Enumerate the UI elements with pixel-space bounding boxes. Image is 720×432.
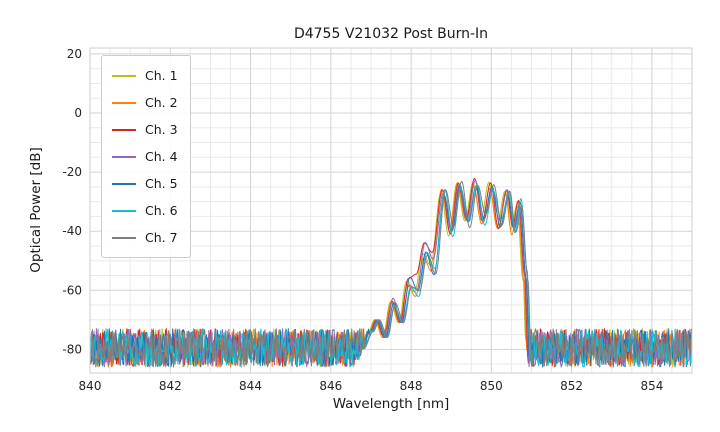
tick-labels: 840 842 844 846 848 850 852 854 20 0 -20 -40 -60 -80 — [62, 47, 663, 393]
legend-line-swatch — [112, 209, 136, 212]
legend-line-swatch — [112, 128, 136, 131]
legend-label: Ch. 5 — [145, 176, 178, 191]
legend-line-swatch — [112, 155, 136, 158]
x-tick-label: 854 — [640, 379, 663, 393]
legend-label: Ch. 2 — [145, 95, 178, 110]
y-tick-label: -20 — [62, 165, 82, 179]
y-tick-label: -60 — [62, 283, 82, 297]
legend-item: Ch. 3 — [112, 116, 178, 143]
legend-line-swatch — [112, 182, 136, 185]
legend: Ch. 1 Ch. 2 Ch. 3 Ch. 4 Ch. 5 Ch. 6 Ch. 7 — [101, 55, 191, 258]
legend-label: Ch. 4 — [145, 149, 178, 164]
legend-item: Ch. 5 — [112, 170, 178, 197]
legend-item: Ch. 1 — [112, 62, 178, 89]
legend-item: Ch. 6 — [112, 197, 178, 224]
x-tick-label: 852 — [560, 379, 583, 393]
series-line-ch-7 — [89, 180, 693, 368]
x-tick-label: 850 — [480, 379, 503, 393]
legend-label: Ch. 3 — [145, 122, 178, 137]
legend-label: Ch. 1 — [145, 68, 178, 83]
y-axis-label: Optical Power [dB] — [28, 147, 44, 273]
y-tick-label: -80 — [62, 342, 82, 356]
series-line-ch-6 — [89, 184, 693, 368]
plot-border — [89, 47, 693, 374]
legend-label: Ch. 6 — [145, 203, 178, 218]
legend-line-swatch — [112, 101, 136, 104]
x-tick-label: 844 — [239, 379, 262, 393]
y-tick-label: -40 — [62, 224, 82, 238]
legend-line-swatch — [112, 74, 136, 77]
x-tick-label: 840 — [79, 379, 102, 393]
chart-title: D4755 V21032 Post Burn-In — [293, 26, 489, 42]
x-tick-label: 848 — [400, 379, 423, 393]
y-tick-label: 0 — [74, 106, 82, 120]
y-tick-label: 20 — [67, 47, 82, 61]
series-lines — [89, 177, 693, 368]
legend-item: Ch. 4 — [112, 143, 178, 170]
legend-item: Ch. 7 — [112, 224, 178, 251]
x-tick-label: 846 — [319, 379, 342, 393]
legend-label: Ch. 7 — [145, 230, 178, 245]
legend-line-swatch — [112, 236, 136, 239]
legend-item: Ch. 2 — [112, 89, 178, 116]
x-tick-label: 842 — [159, 379, 182, 393]
grid-major — [89, 48, 692, 373]
x-axis-label: Wavelength [nm] — [332, 396, 450, 412]
